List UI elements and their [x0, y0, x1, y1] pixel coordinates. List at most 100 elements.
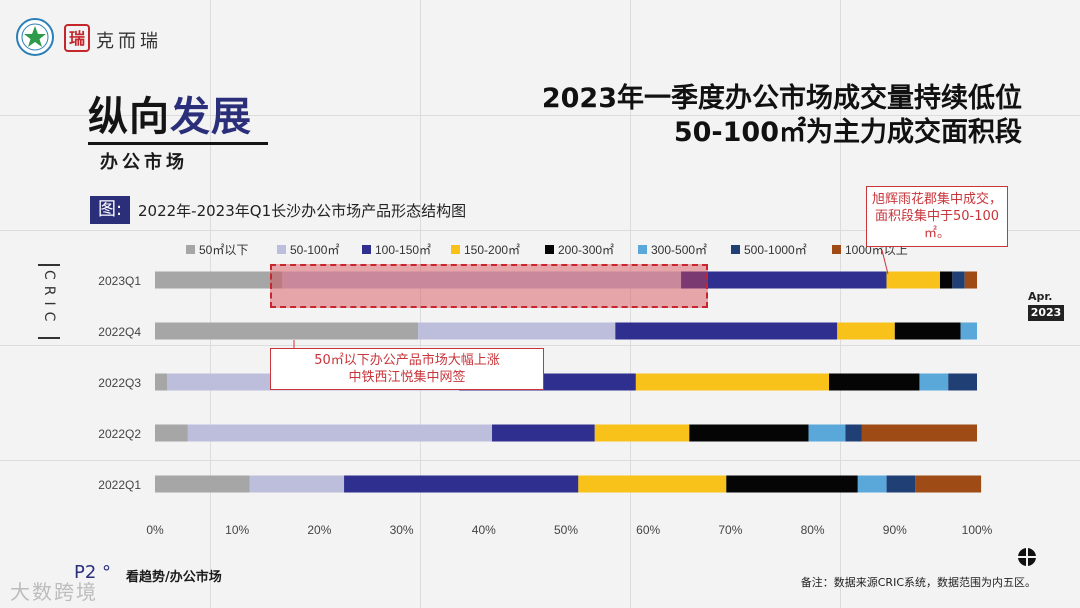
headline-line: 50-100㎡为主力成交面积段 — [673, 117, 1022, 148]
x-tick-label: 60% — [636, 523, 660, 537]
x-tick-label: 90% — [883, 523, 907, 537]
legend-swatch — [451, 245, 460, 254]
star-emblem-icon — [16, 18, 54, 56]
category-label: 2022Q4 — [98, 325, 141, 339]
legend-label: 300-500㎡ — [651, 243, 707, 257]
chart-legend: 50㎡以下 50-100㎡ 100-150㎡ 150-200㎡ 200-300㎡ 300-… — [186, 243, 908, 257]
category-label: 2022Q2 — [98, 427, 141, 441]
bg-grid-line — [0, 345, 1080, 346]
bar-segment — [187, 424, 493, 442]
bar-segment — [615, 322, 838, 340]
bg-grid-line — [420, 0, 421, 608]
bar-segment — [886, 475, 916, 493]
legend-swatch — [731, 245, 740, 254]
bg-grid-line — [0, 230, 1080, 231]
figure-tag: 图: — [90, 196, 130, 224]
x-tick-label: 40% — [472, 523, 496, 537]
bar-segment — [594, 424, 690, 442]
bar-segment — [689, 424, 809, 442]
chart-category-labels: 2023Q1 2022Q4 2022Q3 2022Q2 2022Q1 — [98, 274, 141, 492]
bar-segment — [940, 271, 953, 289]
cric-text: CRIC — [41, 270, 57, 328]
bar-segment — [282, 271, 682, 289]
year-badge: 2023 — [1028, 305, 1064, 321]
legend-swatch — [638, 245, 647, 254]
legend-swatch — [545, 245, 554, 254]
bar-segment — [155, 271, 283, 289]
bar-segment — [952, 271, 965, 289]
legend-label: 150-200㎡ — [464, 243, 520, 257]
x-tick-label: 20% — [307, 523, 331, 537]
bar-segment — [155, 322, 419, 340]
callout-line: 50㎡以下办公产品市场大幅上涨 — [314, 353, 500, 368]
section-underline — [88, 142, 268, 145]
legend-label: 50-100㎡ — [290, 243, 339, 257]
x-tick-label: 30% — [390, 523, 414, 537]
bar-segment — [919, 373, 949, 391]
bar-segment — [915, 475, 982, 493]
highlight-box — [270, 264, 708, 308]
x-tick-label: 10% — [225, 523, 249, 537]
logo-text: 克而瑞 — [96, 31, 162, 52]
section-title-part: 纵向 — [88, 94, 170, 140]
legend-label: 50㎡以下 — [199, 243, 248, 257]
bg-grid-line — [840, 0, 841, 608]
bar-segment — [886, 271, 941, 289]
x-tick-label: 0% — [146, 523, 164, 537]
bar-segment — [418, 322, 616, 340]
bar-segment — [948, 373, 977, 391]
compass-icon — [1018, 548, 1036, 566]
chart-x-ticks: 0% 10% 20% 30% 40% 50% 60% 70% 80% 90% 100% — [146, 523, 992, 537]
bar-segment — [578, 475, 727, 493]
section-title-accent: 发展 — [170, 94, 252, 140]
bar-segment — [845, 424, 862, 442]
headline-line: 2023年一季度办公市场成交量持续低位 — [541, 83, 1022, 114]
bg-grid-line — [0, 460, 1080, 461]
bar-segment — [249, 475, 345, 493]
x-tick-label: 70% — [718, 523, 742, 537]
bg-grid-line — [0, 115, 1080, 116]
month-label: Apr. — [1028, 290, 1053, 303]
headline: 2023年一季度办公市场成交量持续低位 50-100㎡为主力成交面积段 — [542, 82, 1022, 150]
section-title: 纵向发展 — [88, 84, 252, 142]
bar-segment — [155, 424, 188, 442]
bg-grid-line — [210, 0, 211, 608]
bar-segment — [155, 373, 168, 391]
bar-segment — [155, 475, 250, 493]
bar-segment — [492, 424, 595, 442]
chart-bars — [155, 271, 982, 493]
category-label: 2022Q3 — [98, 376, 141, 390]
x-tick-label: 80% — [801, 523, 825, 537]
category-label: 2022Q1 — [98, 478, 141, 492]
cric-vertical-label: CRIC — [38, 264, 60, 340]
bar-segment — [964, 271, 977, 289]
section-subtitle: 办公市场 — [100, 152, 188, 173]
legend-swatch — [186, 245, 195, 254]
legend-swatch — [277, 245, 286, 254]
legend-swatch — [362, 245, 371, 254]
bar-segment — [681, 271, 887, 289]
page-subtitle: 看趋势/办公市场 — [126, 570, 222, 585]
bar-segment — [894, 322, 961, 340]
legend-swatch — [832, 245, 841, 254]
legend-label: 500-1000㎡ — [744, 243, 807, 257]
watermark: 大数跨境 — [10, 580, 98, 604]
callout-small-area: 50㎡以下办公产品市场大幅上涨 中铁西江悦集中网签 — [270, 348, 544, 390]
category-label: 2023Q1 — [98, 274, 141, 288]
bar-segment — [808, 424, 846, 442]
bar-segment — [837, 322, 895, 340]
bar-segment — [635, 373, 830, 391]
bg-grid-line — [630, 0, 631, 608]
legend-label: 100-150㎡ — [375, 243, 431, 257]
bar-segment — [344, 475, 579, 493]
callout-line: 中铁西江悦集中网签 — [348, 370, 466, 385]
bar-segment — [857, 475, 887, 493]
page-number: P2 ° — [74, 562, 112, 583]
figure-title: 2022年-2023年Q1长沙办公市场产品形态结构图 — [138, 202, 467, 220]
bar-segment — [960, 322, 977, 340]
footnote: 备注：数据来源CRIC系统，数据范围为内五区。 — [800, 576, 1036, 589]
bar-segment — [829, 373, 920, 391]
x-tick-label: 100% — [962, 523, 993, 537]
logo-seal: 瑞 — [64, 24, 90, 52]
